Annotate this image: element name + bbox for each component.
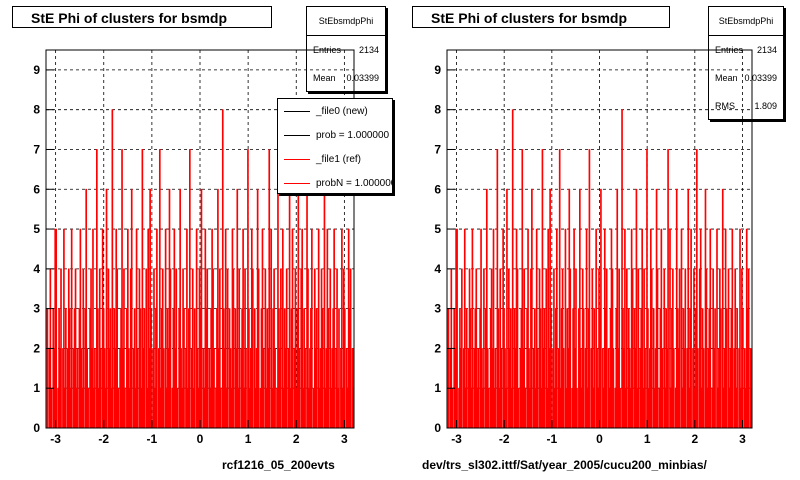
stats-entries-value: 2134 — [358, 45, 379, 55]
legend-swatch — [284, 110, 310, 112]
file-caption: rcf1216_05_200evts — [222, 458, 335, 472]
x-tick-label: 2 — [293, 432, 300, 446]
y-tick-label: 0 — [33, 421, 40, 435]
legend-entry: _file1 (ref) — [278, 147, 392, 171]
x-tick-label: -2 — [98, 432, 109, 446]
y-tick-label: 5 — [434, 222, 441, 236]
y-tick-label: 8 — [33, 103, 40, 117]
stats-rms-value: 1.809 — [754, 101, 777, 111]
y-tick-label: 1 — [434, 381, 441, 395]
y-tick-label: 7 — [33, 142, 40, 156]
legend-swatch — [284, 182, 310, 184]
legend-label: prob = 1.000000 — [316, 129, 390, 141]
y-tick-label: 7 — [434, 142, 441, 156]
stats-mean-label: Mean — [715, 73, 738, 83]
legend-entry: _file0 (new) — [278, 99, 392, 123]
y-tick-label: 3 — [33, 302, 40, 316]
stats-mean-label: Mean — [313, 73, 336, 83]
y-tick-label: 2 — [434, 341, 441, 355]
x-tick-label: 1 — [644, 432, 651, 446]
legend-entry: prob = 1.000000 — [278, 123, 392, 147]
stats-name: StEbsmdpPhi — [307, 7, 385, 36]
stats-box: StEbsmdpPhi Entries 2134 Mean 0.03399 RMS 1… — [708, 6, 784, 120]
x-tick-label: -3 — [451, 432, 462, 446]
y-tick-label: 4 — [33, 262, 40, 276]
x-tick-label: -2 — [499, 432, 510, 446]
x-tick-label: 2 — [691, 432, 698, 446]
legend-swatch — [284, 134, 310, 136]
legend-swatch — [284, 158, 310, 160]
legend-label: _file1 (ref) — [316, 153, 362, 165]
y-tick-label: 1 — [33, 381, 40, 395]
histogram-title: StE Phi of clusters for bsmdp — [12, 6, 272, 28]
stats-mean-value: 0.03399 — [346, 73, 379, 83]
y-tick-label: 4 — [434, 262, 441, 276]
y-tick-label: 5 — [33, 222, 40, 236]
stats-name: StEbsmdpPhi — [709, 7, 783, 36]
legend-label: probN = 1.000000 — [316, 177, 393, 189]
x-tick-label: -1 — [147, 432, 158, 446]
histogram-bars — [46, 109, 355, 429]
x-tick-label: 3 — [341, 432, 348, 446]
legend: _file0 (new) prob = 1.000000 _file1 (ref… — [277, 98, 393, 194]
histogram-title: StE Phi of clusters for bsmdp — [412, 6, 670, 28]
histogram-bars — [447, 109, 753, 429]
x-tick-label: -1 — [547, 432, 558, 446]
legend-label: _file0 (new) — [316, 105, 368, 117]
x-tick-label: 1 — [245, 432, 252, 446]
stats-mean-value: 0.03399 — [744, 73, 777, 83]
x-tick-label: 3 — [739, 432, 746, 446]
y-tick-label: 2 — [33, 341, 40, 355]
x-tick-label: 0 — [197, 432, 204, 446]
y-tick-label: 9 — [434, 63, 441, 77]
y-tick-label: 9 — [33, 63, 40, 77]
y-tick-label: 0 — [434, 421, 441, 435]
y-tick-label: 6 — [434, 182, 441, 196]
legend-entry: probN = 1.000000 — [278, 171, 393, 193]
y-tick-label: 6 — [33, 182, 40, 196]
x-tick-label: 0 — [596, 432, 603, 446]
y-tick-label: 8 — [434, 103, 441, 117]
stats-entries-value: 2134 — [756, 45, 777, 55]
stats-rms-label: RMS — [715, 101, 735, 111]
x-tick-label: -3 — [50, 432, 61, 446]
file-caption: dev/trs_sl302.ittf/Sat/year_2005/cucu200… — [422, 458, 707, 472]
y-tick-label: 3 — [434, 302, 441, 316]
